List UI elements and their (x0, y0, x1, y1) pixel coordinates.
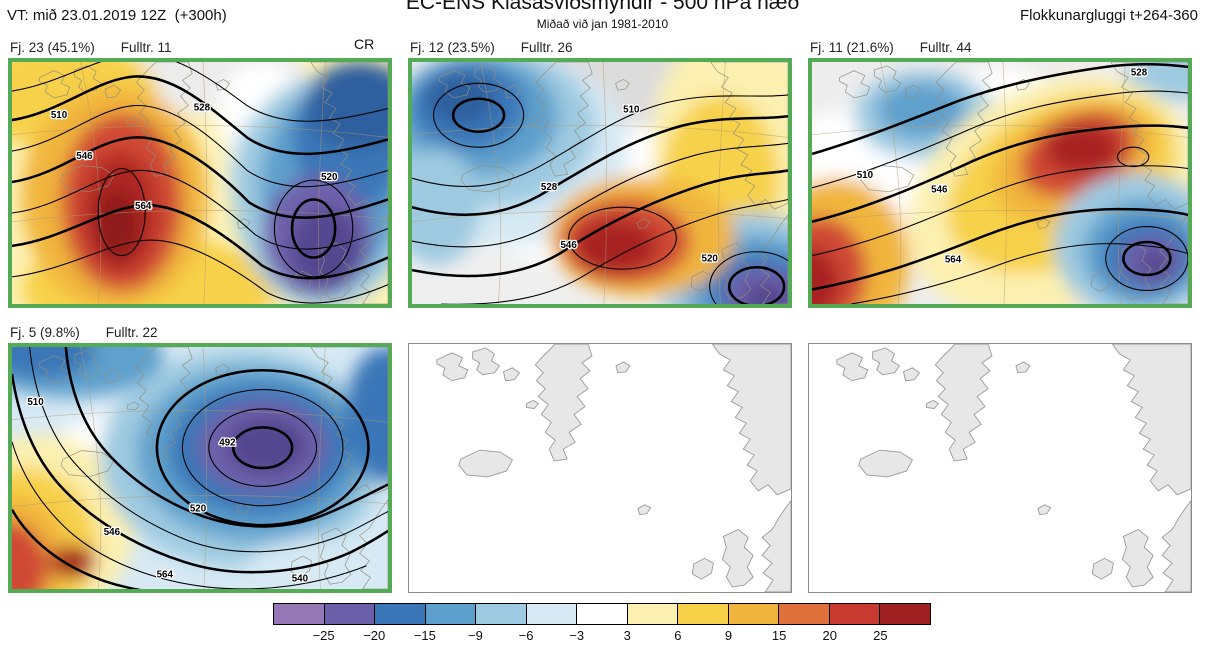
cluster-1-panel: 510 528 546 564 520 (8, 58, 392, 308)
contour-label: 510 (623, 104, 639, 115)
cluster-2-map: 510 528 546 520 (412, 62, 788, 304)
contour-layer (812, 63, 1188, 304)
contour-label: 564 (945, 254, 962, 265)
contour-label: 546 (931, 185, 948, 196)
cluster-2-member: Fulltr. 26 (520, 40, 573, 55)
contour-label: 528 (1131, 68, 1148, 79)
contour-label: 546 (76, 151, 93, 162)
contour-label: 540 (292, 573, 308, 584)
cluster-4-caption: Fj. 5 (9.8%) Fulltr. 22 (10, 325, 158, 340)
colorbar (273, 603, 931, 625)
contour-label: 546 (561, 240, 578, 251)
empty-map-2 (809, 344, 1191, 592)
valid-time-label: VT: mið 23.01.2019 12Z (+300h) (7, 7, 227, 24)
colorbar-segment (778, 604, 829, 624)
control-run-label: CR (354, 36, 375, 52)
contour-label: 520 (321, 172, 337, 183)
colorbar-segment (626, 604, 678, 624)
contour-label: 510 (51, 110, 67, 121)
cluster-4-freq: Fj. 5 (9.8%) (10, 325, 80, 340)
colorbar-wrap: −25 −20 −15 −9 −6 −3 3 6 9 15 20 25 (273, 603, 931, 645)
cluster-3-member: Fulltr. 44 (919, 40, 972, 55)
empty-map-panel-2 (808, 343, 1192, 593)
contour-label: 546 (104, 527, 121, 538)
colorbar-segment (828, 604, 880, 624)
colorbar-tick-label: −20 (363, 628, 386, 643)
colorbar-segment (475, 604, 526, 624)
empty-map-1 (409, 344, 791, 592)
cluster-1-caption: Fj. 23 (45.1%) Fulltr. 11 (10, 40, 172, 55)
contour-labels: 510 528 546 520 (540, 103, 719, 265)
cluster-4-member: Fulltr. 22 (105, 325, 158, 340)
cluster-3-caption: Fj. 11 (21.6%) Fulltr. 44 (810, 40, 972, 55)
colorbar-tick-label: 6 (674, 628, 682, 643)
colorbar-segment (879, 604, 930, 624)
colorbar-segment (677, 604, 728, 624)
colorbar-tick-label: 3 (623, 628, 631, 643)
contour-labels: 510 528 546 564 520 (50, 101, 339, 213)
colorbar-segment (727, 604, 779, 624)
classification-window-label: Flokkunargluggi t+264-360 (1019, 7, 1198, 24)
cluster-1-member: Fulltr. 11 (120, 40, 172, 55)
contour-label: 510 (27, 397, 43, 408)
colorbar-tick-label: 25 (873, 628, 888, 643)
colorbar-segment (576, 604, 627, 624)
cluster-3-freq: Fj. 11 (21.6%) (810, 40, 894, 55)
colorbar-segment (323, 604, 375, 624)
contour-label: 528 (194, 102, 211, 113)
cluster-2-caption: Fj. 12 (23.5%) Fulltr. 26 (410, 40, 573, 55)
empty-map-panel-1 (408, 343, 792, 593)
cluster-1-map: 510 528 546 564 520 (12, 62, 388, 304)
contour-label: 492 (219, 438, 236, 449)
colorbar-segment (274, 604, 324, 624)
anomaly-shading-layer (12, 347, 388, 589)
cluster-4-map: 492 510 520 540 546 564 (12, 347, 388, 589)
cluster-3-map: 510 528 546 564 (812, 62, 1188, 304)
contour-label: 564 (135, 201, 152, 212)
contour-label: 520 (702, 253, 718, 264)
cluster-1-freq: Fj. 23 (45.1%) (10, 40, 95, 55)
contour-labels: 510 528 546 564 (856, 66, 1150, 266)
colorbar-segment (424, 604, 476, 624)
contour-label: 510 (857, 170, 873, 181)
colorbar-tick-label: 20 (822, 628, 837, 643)
cluster-3-panel: 510 528 546 564 (808, 58, 1192, 308)
colorbar-tick-label: −25 (312, 628, 335, 643)
colorbar-ticks: −25 −20 −15 −9 −6 −3 3 6 9 15 20 25 (273, 625, 931, 645)
page-title: EC-ENS Klasasviðsmyndir - 500 hPa hæð (405, 0, 800, 14)
colorbar-tick-label: −6 (518, 628, 534, 643)
contour-label: 520 (190, 504, 206, 515)
colorbar-segment (374, 604, 425, 624)
colorbar-segment (525, 604, 577, 624)
contour-layer (12, 62, 388, 304)
contour-layer (412, 82, 788, 304)
page-subtitle: Miðað við jan 1981-2010 (536, 17, 669, 31)
contour-label: 528 (541, 182, 558, 193)
colorbar-tick-label: 9 (724, 628, 733, 643)
contour-layer (12, 347, 388, 589)
contour-label: 564 (157, 569, 174, 580)
colorbar-tick-label: 15 (771, 628, 787, 643)
anomaly-shading-layer (812, 62, 1188, 304)
cluster-2-freq: Fj. 12 (23.5%) (410, 40, 495, 55)
cluster-4-panel: 492 510 520 540 546 564 (8, 343, 392, 593)
colorbar-tick-label: −15 (413, 628, 436, 643)
cluster-2-panel: 510 528 546 520 (408, 58, 792, 308)
colorbar-tick-label: −9 (468, 628, 483, 643)
colorbar-tick-label: −3 (569, 628, 585, 643)
contour-labels: 492 510 520 540 546 564 (26, 396, 309, 586)
